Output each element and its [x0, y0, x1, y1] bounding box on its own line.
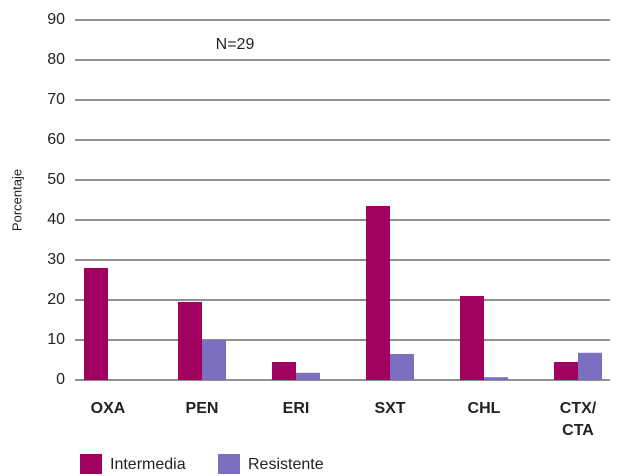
bar: [484, 377, 508, 380]
legend-swatch: [218, 454, 240, 474]
bar: [296, 372, 320, 380]
bar: [460, 296, 484, 380]
x-tick-label: PEN: [185, 400, 219, 417]
bar: [178, 302, 202, 380]
bar: [272, 362, 296, 380]
x-tick-label: OXA: [90, 400, 126, 417]
y-axis-label: Porcentaje: [9, 169, 24, 231]
y-tick-label: 90: [47, 11, 65, 28]
y-tick-label: 40: [47, 211, 65, 228]
x-tick-label: CHL: [467, 400, 501, 417]
y-tick-label: 10: [47, 331, 65, 348]
x-tick-label: CTX/ CTA: [559, 400, 597, 439]
legend-label: Intermedia: [110, 456, 186, 473]
y-tick-label: 50: [47, 171, 65, 188]
legend-swatch: [80, 454, 102, 474]
y-tick-label: 0: [56, 371, 65, 388]
y-tick-label: 60: [47, 131, 65, 148]
annotation: N=29: [216, 36, 255, 53]
bar: [554, 362, 578, 380]
x-tick-label: SXT: [374, 400, 406, 417]
x-tick-label: ERI: [282, 400, 310, 417]
y-tick-label: 80: [47, 51, 65, 68]
bar: [202, 340, 226, 380]
y-tick-label: 30: [47, 251, 65, 268]
y-tick-label: 20: [47, 291, 65, 308]
bar: [390, 354, 414, 380]
bar: [84, 268, 108, 380]
bar: [366, 206, 390, 380]
bar: [578, 352, 602, 380]
legend-label: Resistente: [248, 456, 324, 473]
y-tick-label: 70: [47, 91, 65, 108]
